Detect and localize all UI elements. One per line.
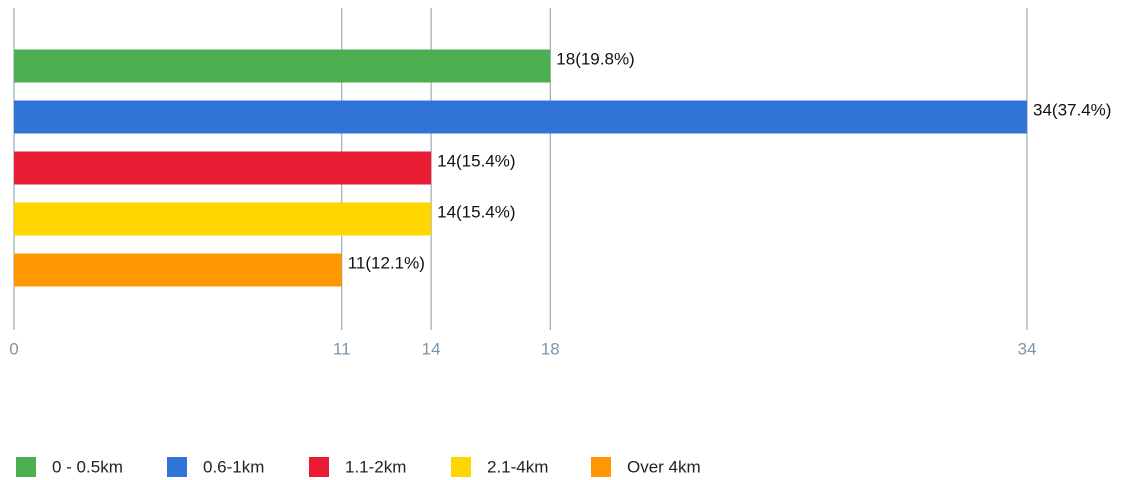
data-label: 18(19.8%) xyxy=(556,49,634,68)
legend-swatch xyxy=(167,457,187,477)
legend-swatch xyxy=(451,457,471,477)
legend-swatch xyxy=(591,457,611,477)
data-label: 34(37.4%) xyxy=(1033,100,1111,119)
legend-label: 1.1-2km xyxy=(345,457,406,476)
bar xyxy=(14,151,432,185)
legend-swatch xyxy=(309,457,329,477)
bar xyxy=(14,253,342,287)
bar xyxy=(14,49,551,83)
data-label: 14(15.4%) xyxy=(437,202,515,221)
data-label: 11(12.1%) xyxy=(348,253,425,272)
legend-label: Over 4km xyxy=(627,457,701,476)
x-tick-label: 11 xyxy=(333,339,351,358)
bar xyxy=(14,100,1027,134)
legend-label: 0 - 0.5km xyxy=(52,457,123,476)
legend-label: 0.6-1km xyxy=(203,457,264,476)
x-tick-label: 18 xyxy=(541,339,560,358)
bar xyxy=(14,202,432,236)
x-tick-label: 0 xyxy=(9,339,18,358)
x-tick-label: 34 xyxy=(1018,339,1037,358)
data-label: 14(15.4%) xyxy=(437,151,515,170)
legend-swatch xyxy=(16,457,36,477)
x-tick-label: 14 xyxy=(422,339,441,358)
legend-label: 2.1-4km xyxy=(487,457,548,476)
